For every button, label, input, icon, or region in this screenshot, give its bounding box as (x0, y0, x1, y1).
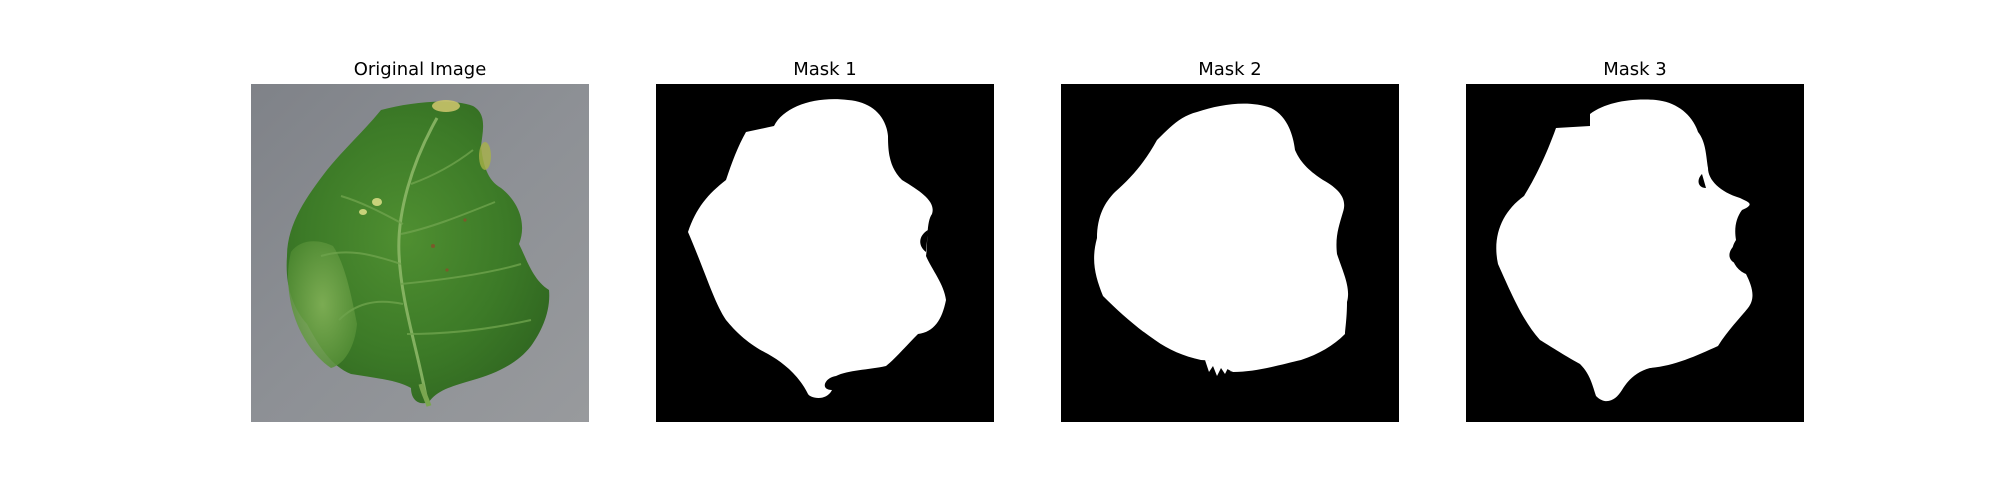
panel-mask-1: Mask 1 (656, 57, 994, 422)
panel-title: Original Image (353, 59, 487, 80)
panel-title: Mask 2 (1198, 59, 1262, 80)
panel-title: Mask 1 (793, 59, 857, 80)
original-leaf-image (251, 84, 589, 422)
panel-original-image: Original Image (251, 57, 589, 422)
panel-mask-3: Mask 3 (1466, 57, 1804, 422)
mask-2-image (1061, 84, 1399, 422)
mask-3-image (1466, 84, 1804, 422)
panel-mask-2: Mask 2 (1061, 57, 1399, 422)
mask-1-image (656, 84, 994, 422)
panel-title: Mask 3 (1603, 59, 1667, 80)
